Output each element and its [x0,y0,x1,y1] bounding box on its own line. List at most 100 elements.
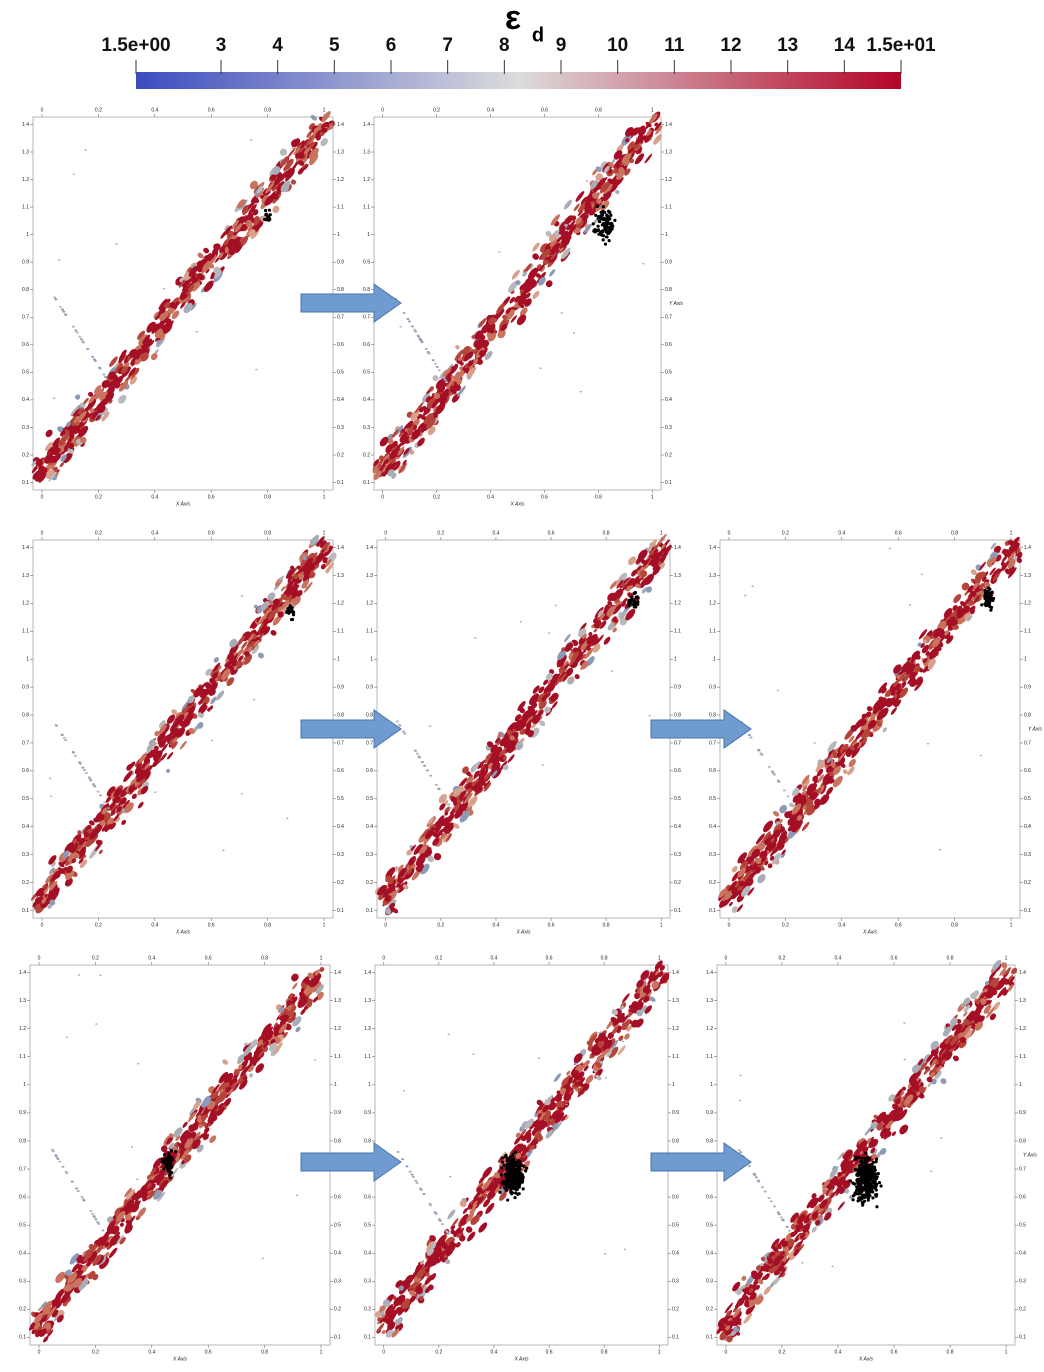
y-tick-label: 0.5 [19,1222,26,1228]
field-blob [78,336,81,338]
particle [515,1188,518,1191]
x-tick-label: 0.4 [492,922,499,928]
particle [987,586,990,589]
y-tick-label: 1.1 [1024,629,1031,635]
y-tick-label: 0.6 [366,768,373,774]
particle [601,213,604,216]
field-blob [96,1221,99,1223]
field-blob [248,1072,254,1078]
y-tick-label: 0.4 [1024,824,1031,830]
field-blob [399,326,401,328]
colorbar-tick-label: 5 [329,35,340,56]
field-blob [116,393,128,405]
x-tick-label: 0.4 [148,1349,155,1355]
field-blob [88,776,91,778]
y-tick-label: 1.4 [337,545,344,551]
particle [522,1165,525,1168]
y-tick-label: 1.2 [19,1026,26,1032]
particle [507,1171,510,1174]
y-tick-label: 0.9 [363,260,370,266]
particle [500,1173,503,1176]
y-tick-label: 0.1 [665,480,672,486]
y-tick-label: 1.2 [22,177,29,183]
x-tick-label: 0.8 [595,107,602,113]
field-blob [755,872,767,885]
particle [986,597,989,600]
x-tick-label: 0 [38,955,41,961]
y-tick-label: 0.4 [674,824,681,830]
y-tick-label: 0.5 [364,1222,371,1228]
x-tick-label: 0 [384,922,387,928]
field-blob [211,740,213,742]
particle [506,1198,509,1201]
particle [989,592,992,595]
x-tick-label: 0.6 [208,530,215,536]
y-tick-label: 1 [368,1082,371,1088]
particle [518,1168,521,1171]
field-blob [921,574,923,576]
particle [501,1156,504,1159]
y-tick-label: 1.4 [364,970,371,976]
x-tick-label: 0 [381,107,384,113]
x-tick-label: 0.6 [546,955,553,961]
colorbar-tick-label: 12 [720,35,741,56]
field-blob [81,767,84,769]
x-tick-label: 0.2 [437,530,444,536]
y-tick-label: 1.4 [19,970,26,976]
field-blob [507,754,516,764]
x-tick-label: 0.4 [148,955,155,961]
field-blob [771,771,774,773]
x-tick-label: 1 [323,494,326,500]
y-tick-label: 1.3 [674,573,681,579]
x-tick-label: 0.6 [541,494,548,500]
x-tick-label: 0.2 [433,107,440,113]
field-blob [89,1210,92,1212]
field-blob [980,755,982,757]
field-blob [636,137,638,139]
field-blob [561,312,563,314]
field-blob [760,752,763,754]
field-blob [286,818,288,820]
particle [602,205,605,208]
field-blob [411,1174,414,1176]
field-blob [758,749,761,751]
y-tick-label: 0.6 [665,342,672,348]
field-blob [435,784,438,786]
y-tick-label: 1.3 [366,573,373,579]
y-tick-label: 0.5 [22,796,29,802]
field-blob [52,1150,55,1152]
y-tick-label: 1.1 [665,204,672,210]
field-blob [103,374,106,376]
field-blob [909,604,911,606]
field-blob [295,1026,302,1033]
x-tick-label: 0.2 [95,530,102,536]
field-blob [86,348,89,350]
field-blob [61,309,64,311]
particle [607,226,610,229]
field-blob [93,1216,96,1218]
field-blob [403,733,406,735]
x-tick-label: 0.4 [487,494,494,500]
field-blob [179,740,188,750]
y-tick-label: 1.1 [363,204,370,210]
field-blob [531,241,541,252]
field-blob [66,1036,68,1038]
y-tick-label: 0.8 [22,287,29,293]
field-blob [445,1230,448,1232]
x-tick-label: 0.6 [205,955,212,961]
x-tick-label: 1 [658,1349,661,1355]
particle [607,210,610,213]
field-blob [772,810,780,818]
y-tick-label: 1.3 [337,573,344,579]
y-tick-label: 1.4 [1024,545,1031,551]
particle [610,222,613,225]
x-tick-label: 1 [323,530,326,536]
field-blob [101,1230,104,1232]
particle [602,217,605,220]
y-tick-label: 0.2 [334,1307,341,1313]
field-blob [422,1193,425,1195]
x-tick-label: 1 [323,107,326,113]
particle [611,227,614,230]
x-tick-label: 0.8 [601,955,608,961]
